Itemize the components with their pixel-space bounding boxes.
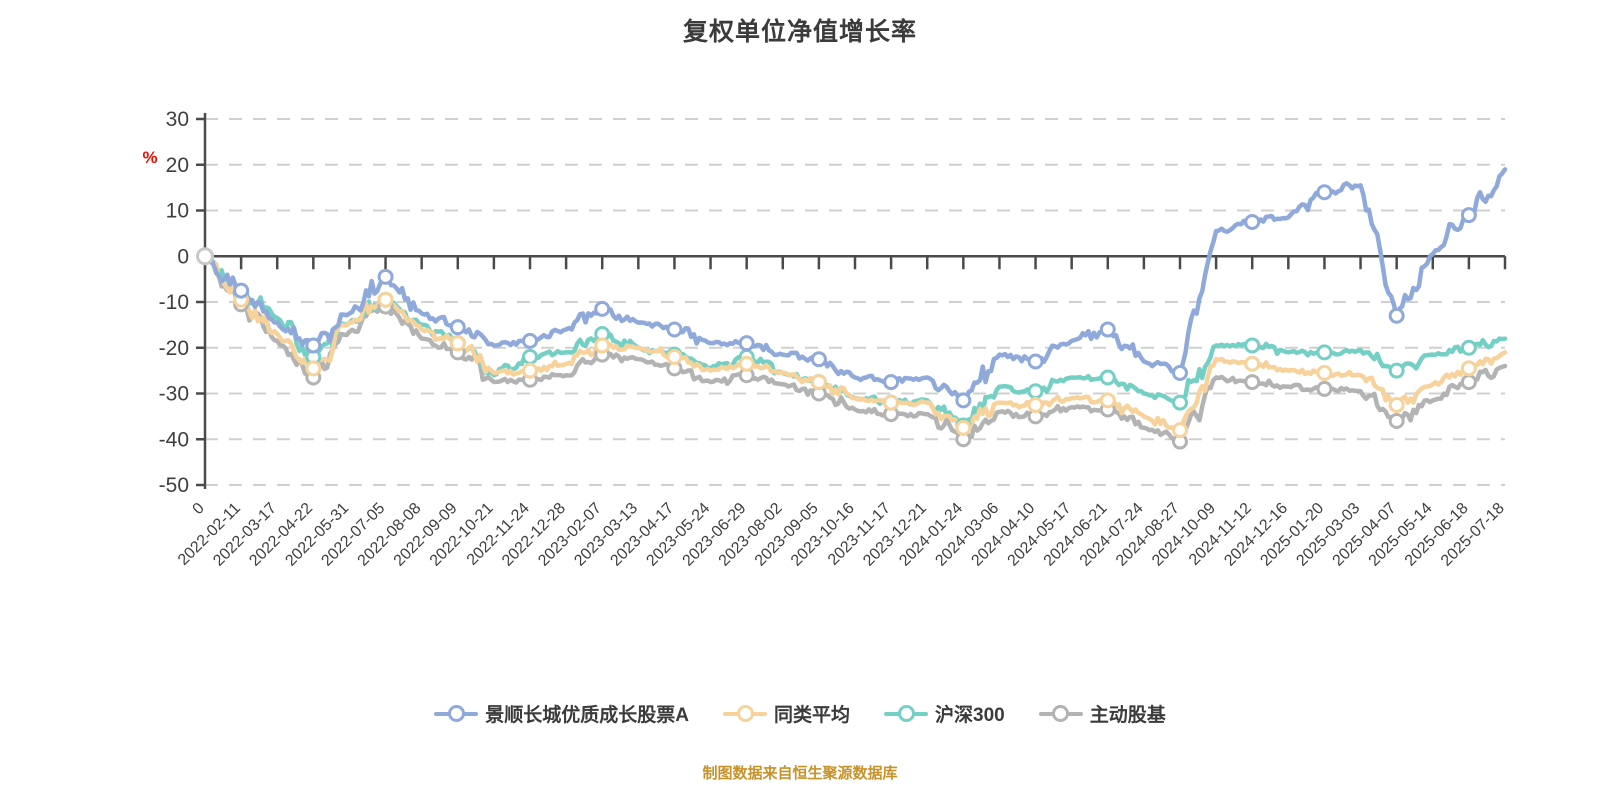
data-point-marker bbox=[883, 394, 900, 411]
data-point-marker bbox=[1316, 364, 1333, 381]
unit-symbol: % bbox=[142, 148, 157, 167]
data-point-marker bbox=[666, 321, 683, 338]
series-line bbox=[202, 254, 1508, 444]
legend-marker-icon bbox=[723, 703, 767, 725]
data-point-marker bbox=[594, 300, 611, 317]
svg-text:0: 0 bbox=[177, 245, 189, 268]
legend-marker-icon bbox=[434, 703, 479, 725]
legend-marker-icon bbox=[884, 703, 929, 725]
grid-lines bbox=[205, 118, 1505, 486]
data-point-marker bbox=[1172, 364, 1188, 381]
series-line bbox=[202, 167, 1508, 403]
data-point-marker bbox=[522, 362, 538, 379]
data-point-marker bbox=[1027, 353, 1044, 370]
data-point-marker bbox=[1316, 380, 1333, 397]
footer-note: 制图数据来自恒生聚源数据库 bbox=[702, 765, 898, 782]
y-tick-marks bbox=[196, 117, 205, 487]
legend-dot-icon bbox=[736, 705, 754, 722]
data-point-marker bbox=[810, 374, 827, 391]
legend-label: 沪深300 bbox=[935, 705, 1005, 726]
legend-item-1[interactable]: 景顺长城优质成长股票A bbox=[434, 700, 689, 727]
data-point-marker bbox=[738, 335, 755, 352]
line-chart-svg: 30 20 10 0 -10 -20 -30 -40 -50 02022-02-112022-0… bbox=[142, 108, 1508, 570]
series-lines bbox=[202, 167, 1508, 444]
legend-label: 主动股基 bbox=[1089, 705, 1166, 726]
data-point-marker bbox=[233, 282, 250, 299]
legend-label: 景顺长城优质成长股票A bbox=[485, 705, 689, 726]
legend-dot-icon bbox=[1052, 705, 1070, 722]
svg-text:20: 20 bbox=[166, 154, 189, 177]
svg-text:0: 0 bbox=[190, 500, 208, 518]
data-point-marker bbox=[738, 355, 755, 372]
x-tick-labels: 02022-02-112022-03-172022-04-222022-05-3… bbox=[175, 500, 1508, 570]
data-point-marker bbox=[1460, 360, 1477, 377]
legend-marker-icon bbox=[1038, 703, 1083, 725]
data-point-marker bbox=[1172, 394, 1188, 411]
data-point-marker bbox=[810, 351, 827, 368]
page-title: 复权单位净值增长率 bbox=[682, 18, 917, 46]
data-point-marker bbox=[1460, 207, 1477, 224]
data-point-marker bbox=[666, 348, 683, 365]
svg-text:-30: -30 bbox=[159, 383, 189, 406]
data-point-marker bbox=[1388, 396, 1405, 413]
data-point-marker bbox=[377, 268, 394, 285]
data-point-marker bbox=[1388, 412, 1405, 429]
svg-text:-20: -20 bbox=[159, 337, 189, 360]
data-point-marker bbox=[1460, 374, 1477, 391]
data-point-marker bbox=[1099, 321, 1116, 338]
svg-text:10: 10 bbox=[166, 200, 189, 223]
legend-label: 同类平均 bbox=[774, 705, 851, 726]
data-point-marker bbox=[955, 419, 972, 436]
legend-dot-icon bbox=[897, 705, 915, 722]
chart-legend: 景顺长城优质成长股票A 同类平均 沪深300 主动股基 bbox=[0, 700, 1600, 727]
data-point-marker bbox=[522, 332, 538, 349]
data-point-marker bbox=[1027, 383, 1044, 400]
data-point-marker bbox=[1172, 422, 1188, 439]
data-point-marker bbox=[1099, 392, 1116, 409]
legend-item-3[interactable]: 沪深300 bbox=[884, 700, 1005, 727]
origin-marker bbox=[196, 247, 214, 266]
series-markers bbox=[196, 184, 1477, 450]
data-point-marker bbox=[1027, 396, 1044, 413]
legend-item-2[interactable]: 同类平均 bbox=[723, 700, 850, 727]
svg-text:30: 30 bbox=[166, 108, 189, 131]
svg-text:%: % bbox=[142, 148, 157, 167]
svg-text:-50: -50 bbox=[159, 474, 189, 497]
data-point-marker bbox=[1244, 213, 1261, 230]
data-point-marker bbox=[883, 374, 900, 391]
data-point-marker bbox=[1460, 339, 1477, 356]
data-point-marker bbox=[1244, 337, 1261, 354]
data-point-marker bbox=[1244, 374, 1261, 391]
data-point-marker bbox=[1316, 184, 1333, 201]
data-point-marker bbox=[377, 291, 394, 308]
data-point-marker bbox=[1316, 344, 1333, 361]
data-point-marker bbox=[1388, 362, 1405, 379]
data-point-marker bbox=[305, 360, 322, 377]
svg-text:-10: -10 bbox=[159, 291, 189, 314]
data-point-marker bbox=[594, 337, 611, 354]
data-point-marker bbox=[1099, 369, 1116, 386]
data-point-marker bbox=[522, 348, 538, 365]
svg-text:-40: -40 bbox=[159, 428, 189, 451]
series-line bbox=[202, 254, 1508, 433]
data-point-marker bbox=[449, 319, 466, 336]
data-point-marker bbox=[955, 392, 972, 409]
data-point-marker bbox=[1244, 355, 1261, 372]
legend-dot-icon bbox=[447, 705, 465, 722]
data-point-marker bbox=[1388, 307, 1405, 324]
y-tick-labels: 30 20 10 0 -10 -20 -30 -40 -50 bbox=[159, 108, 189, 497]
data-point-marker bbox=[449, 335, 466, 352]
data-point-marker bbox=[305, 337, 322, 354]
x-tick-marks bbox=[203, 256, 1507, 270]
legend-item-4[interactable]: 主动股基 bbox=[1038, 700, 1166, 727]
